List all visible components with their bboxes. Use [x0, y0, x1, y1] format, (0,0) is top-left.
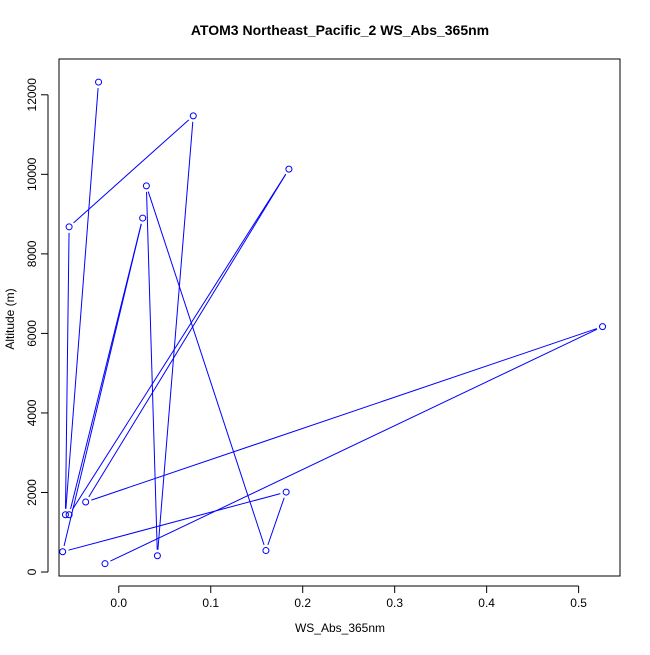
x-tick-label: 0.1 [202, 596, 219, 610]
y-tick-label: 12000 [25, 78, 39, 112]
data-point [139, 214, 147, 222]
y-tick-label: 2000 [25, 479, 39, 506]
plot-frame [58, 58, 621, 577]
x-tick-label: 0.0 [110, 596, 127, 610]
data-point [101, 560, 109, 568]
y-tick-label: 8000 [25, 240, 39, 267]
data-point [599, 323, 607, 331]
series-segment [147, 191, 265, 546]
series-segment [91, 328, 598, 501]
series-segment [71, 173, 287, 510]
series-segment [68, 493, 281, 551]
x-tick-label: 0.3 [386, 596, 403, 610]
y-tick-label: 4000 [25, 399, 39, 426]
data-point [153, 552, 161, 560]
y-tick-label: 6000 [25, 320, 39, 347]
series-segment [88, 174, 287, 498]
series-segment [65, 232, 70, 509]
y-axis: 0 2000 4000 6000 8000 10000 12000 [25, 78, 49, 575]
series-segment [146, 191, 158, 550]
data-point [142, 182, 150, 190]
series-segment [267, 497, 285, 546]
x-tick-label: 0.2 [294, 596, 311, 610]
data-point [65, 223, 73, 231]
data-point [59, 548, 67, 556]
series-segment [110, 328, 598, 562]
x-axis-label: WS_Abs_365nm [295, 621, 385, 635]
x-axis: 0.0 0.1 0.2 0.3 0.4 0.5 [110, 585, 587, 610]
series-segment [70, 223, 142, 510]
data-point [61, 511, 69, 519]
data-point [262, 547, 270, 555]
data-point [82, 498, 90, 506]
series-segment [157, 121, 194, 550]
y-tick-label: 0 [25, 568, 39, 575]
series-segment [65, 88, 99, 509]
y-axis-label: Altitude (m) [3, 288, 17, 349]
x-tick-label: 0.5 [570, 596, 587, 610]
data-point [95, 78, 103, 86]
data-point [282, 488, 290, 496]
data-point [65, 511, 73, 519]
chart-title: ATOM3 Northeast_Pacific_2 WS_Abs_365nm [191, 22, 489, 38]
series-layer [59, 78, 607, 568]
x-tick-label: 0.4 [478, 596, 495, 610]
series-segment [73, 119, 190, 224]
data-point [189, 112, 197, 120]
data-point [285, 165, 293, 173]
y-tick-label: 10000 [25, 157, 39, 191]
